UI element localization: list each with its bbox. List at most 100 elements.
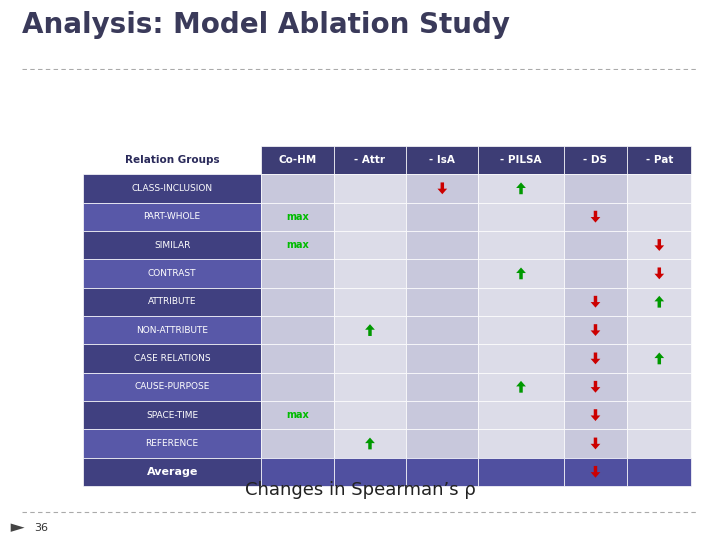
Bar — [261, 345, 334, 373]
Bar — [334, 345, 406, 373]
Text: CAUSE-PURPOSE: CAUSE-PURPOSE — [135, 382, 210, 392]
Bar — [564, 174, 627, 202]
Text: 36: 36 — [35, 523, 48, 532]
Bar — [479, 287, 564, 316]
Bar — [479, 401, 564, 429]
Bar — [334, 373, 406, 401]
Bar — [627, 231, 691, 259]
Text: CONTRAST: CONTRAST — [148, 269, 197, 278]
Text: max: max — [287, 410, 309, 420]
Bar — [406, 429, 479, 457]
Bar — [406, 316, 479, 345]
Bar — [627, 146, 691, 174]
Text: ATTRIBUTE: ATTRIBUTE — [148, 297, 197, 306]
Bar — [261, 401, 334, 429]
Bar — [564, 146, 627, 174]
Bar — [406, 231, 479, 259]
Bar — [564, 202, 627, 231]
Bar — [627, 202, 691, 231]
Bar — [261, 174, 334, 202]
Bar — [564, 401, 627, 429]
Bar — [261, 458, 334, 486]
Bar — [564, 373, 627, 401]
Bar — [334, 429, 406, 457]
Bar — [479, 146, 564, 174]
Bar — [406, 401, 479, 429]
Bar — [406, 373, 479, 401]
Bar — [83, 345, 261, 373]
Bar — [83, 429, 261, 457]
Text: Analysis: Model Ablation Study: Analysis: Model Ablation Study — [22, 11, 510, 38]
Text: Relation Groups: Relation Groups — [125, 155, 220, 165]
Text: max: max — [287, 212, 309, 222]
Bar — [83, 174, 261, 202]
Bar — [261, 316, 334, 345]
Bar — [334, 231, 406, 259]
Text: SIMILAR: SIMILAR — [154, 240, 190, 249]
Bar — [406, 146, 479, 174]
Bar — [406, 345, 479, 373]
Bar — [83, 373, 261, 401]
Bar — [334, 401, 406, 429]
Bar — [83, 202, 261, 231]
Bar — [564, 458, 627, 486]
Bar — [83, 146, 261, 174]
Bar — [334, 259, 406, 287]
Bar — [479, 231, 564, 259]
Bar — [564, 429, 627, 457]
Bar — [261, 202, 334, 231]
Text: CLASS-INCLUSION: CLASS-INCLUSION — [132, 184, 212, 193]
Bar — [83, 259, 261, 287]
Bar — [627, 259, 691, 287]
Text: PART-WHOLE: PART-WHOLE — [143, 212, 201, 221]
Text: REFERENCE: REFERENCE — [145, 439, 199, 448]
Bar — [479, 373, 564, 401]
Text: SPACE-TIME: SPACE-TIME — [146, 410, 198, 420]
Bar — [564, 287, 627, 316]
Bar — [627, 401, 691, 429]
Bar — [479, 174, 564, 202]
Bar — [479, 429, 564, 457]
Bar — [334, 316, 406, 345]
Bar — [479, 316, 564, 345]
Bar — [261, 287, 334, 316]
Bar — [334, 287, 406, 316]
Bar — [83, 231, 261, 259]
Bar — [406, 259, 479, 287]
Bar — [83, 287, 261, 316]
Bar — [261, 231, 334, 259]
Bar — [261, 146, 334, 174]
Bar — [261, 259, 334, 287]
Bar — [627, 316, 691, 345]
Text: Average: Average — [146, 467, 198, 477]
Bar — [564, 259, 627, 287]
Bar — [334, 202, 406, 231]
Text: - DS: - DS — [583, 155, 608, 165]
Bar — [627, 429, 691, 457]
Text: max: max — [287, 240, 309, 250]
Text: - PILSA: - PILSA — [500, 155, 541, 165]
Bar — [334, 146, 406, 174]
Bar — [406, 174, 479, 202]
Bar — [334, 174, 406, 202]
Bar — [83, 316, 261, 345]
Bar — [479, 202, 564, 231]
Bar — [564, 345, 627, 373]
Bar — [83, 458, 261, 486]
Text: Changes in Spearman’s ρ: Changes in Spearman’s ρ — [245, 481, 475, 498]
Bar — [406, 287, 479, 316]
Bar — [564, 316, 627, 345]
Text: NON-ATTRIBUTE: NON-ATTRIBUTE — [136, 326, 208, 335]
Bar — [406, 458, 479, 486]
Bar — [564, 231, 627, 259]
Bar — [627, 345, 691, 373]
Text: - IsA: - IsA — [429, 155, 455, 165]
Bar — [627, 287, 691, 316]
Bar — [406, 202, 479, 231]
Text: CASE RELATIONS: CASE RELATIONS — [134, 354, 210, 363]
Bar — [627, 174, 691, 202]
Text: - Attr: - Attr — [354, 155, 385, 165]
Bar — [261, 373, 334, 401]
Text: - Pat: - Pat — [646, 155, 673, 165]
Bar — [479, 259, 564, 287]
